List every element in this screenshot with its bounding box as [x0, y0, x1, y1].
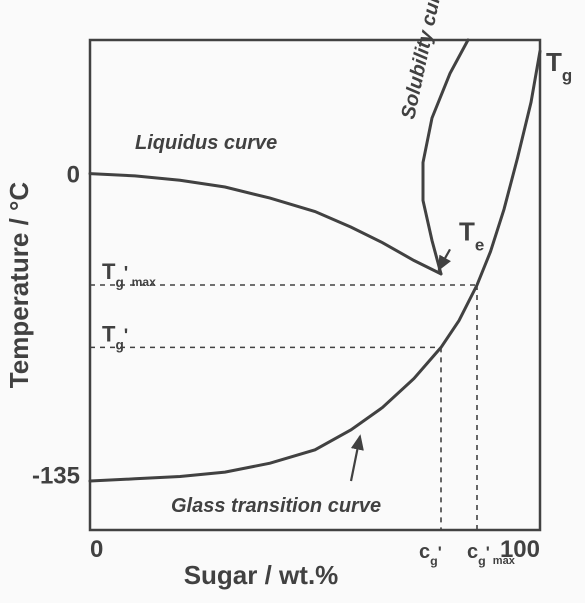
label-solubility: Solubility curve [397, 0, 449, 121]
x-axis-label: Sugar / wt.% [184, 560, 339, 590]
y-tick-label: 0 [67, 162, 80, 189]
arrow-te [439, 249, 450, 269]
glass-transition-curve [90, 51, 540, 481]
liquidus-curve [90, 174, 441, 274]
arrow-glass [351, 436, 360, 481]
label-te: Te [459, 216, 484, 254]
y-axis-label: Temperature / °C [4, 182, 34, 389]
label-tg: Tg [546, 47, 572, 85]
label-cgprime: cg' [419, 541, 442, 568]
label-glass: Glass transition curve [171, 495, 381, 517]
y-tick-label: -135 [32, 462, 80, 489]
label-liquidus: Liquidus curve [135, 132, 277, 154]
x-tick-label: 0 [90, 536, 103, 563]
state-diagram-svg: 01000-135Sugar / wt.%Temperature / °CLiq… [0, 0, 585, 603]
chart-container: 01000-135Sugar / wt.%Temperature / °CLiq… [0, 0, 585, 603]
